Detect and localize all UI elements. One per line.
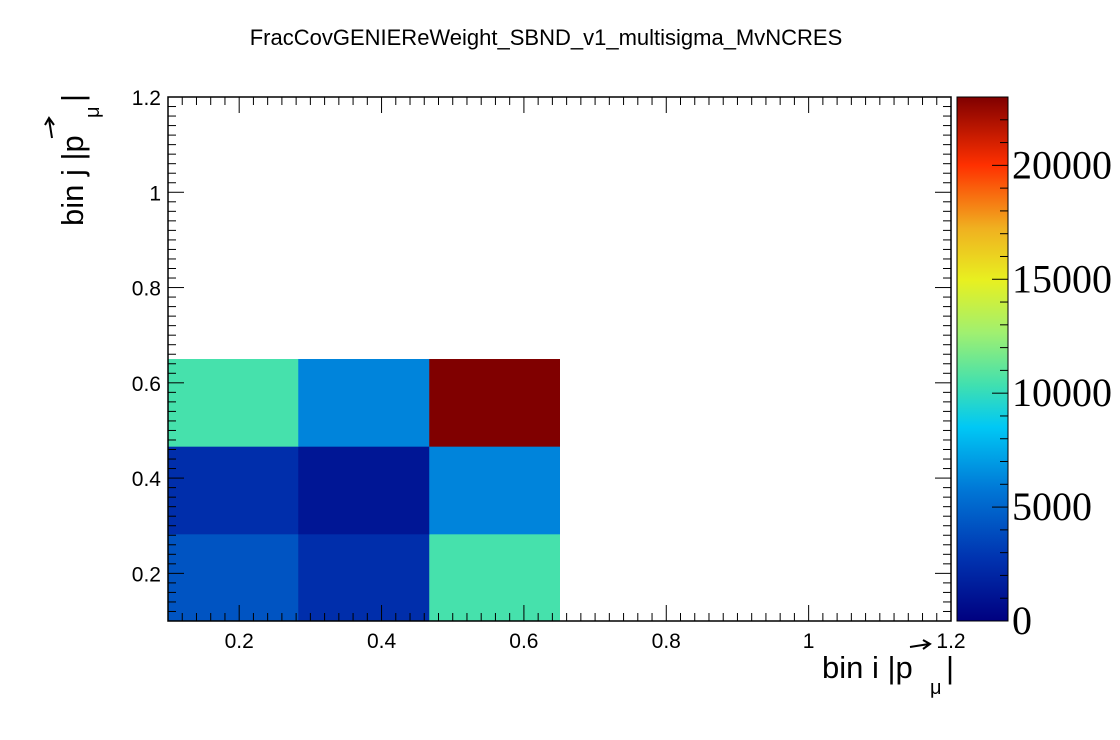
y-tick-label: 1: [149, 182, 161, 205]
x-axis-vector-arrow: [909, 639, 932, 650]
y-axis-title: bin j |p μ |: [44, 94, 104, 226]
x-axis-title-main: bin i |: [822, 650, 896, 685]
heatmap-cell-0-2: [168, 359, 299, 447]
x-axis-title-subscript: μ: [930, 677, 942, 699]
y-tick-label: 0.6: [132, 373, 161, 396]
heatmap-cell-1-1: [298, 446, 430, 535]
x-tick-label: 0.2: [225, 630, 254, 653]
color-palette-ticks: [992, 96, 1008, 622]
x-axis-tick-labels: 0.2 0.4 0.6 0.8 1 1.2: [225, 630, 966, 653]
heatmap-cell-0-1: [168, 446, 299, 535]
x-tick-label: 1: [803, 630, 815, 653]
palette-tick-label: 5000: [1012, 484, 1092, 529]
palette-tick-label: 20000: [1012, 142, 1112, 187]
plot-frame: [167, 96, 952, 622]
heatmap-cell-2-0: [429, 533, 560, 622]
svg-text:bin i |p: bin i |p: [822, 650, 913, 685]
color-palette-labels: 0 5000 10000 15000 20000: [1012, 142, 1112, 643]
heatmap-cell-1-0: [298, 533, 430, 622]
y-axis-title-vector: p: [55, 135, 90, 152]
x-axis-title: bin i |p μ |: [822, 639, 954, 699]
x-tick-label: 1.2: [936, 630, 965, 653]
heatmap-cell-2-2: [429, 359, 560, 447]
y-tick-label: 0.4: [132, 468, 162, 491]
axis-ticks: [167, 96, 952, 622]
color-palette-bar: [956, 96, 1009, 622]
palette-tick-label: 15000: [1012, 256, 1112, 301]
x-tick-label: 0.4: [367, 630, 397, 653]
x-axis-title-vector: p: [896, 650, 913, 685]
heatmap-cell-1-2: [298, 359, 430, 447]
palette-tick-label: 0: [1012, 598, 1032, 643]
heatmap-cell-0-0: [168, 533, 299, 622]
chart-title: FracCovGENIEReWeight_SBND_v1_multisigma_…: [250, 25, 843, 50]
y-axis-title-subscript: μ: [82, 106, 104, 118]
x-tick-label: 0.6: [509, 630, 538, 653]
y-tick-label: 1.2: [132, 87, 161, 110]
y-tick-label: 0.8: [132, 278, 161, 301]
svg-text:bin j |p: bin j |p: [55, 135, 90, 226]
heatmap-cell-2-1: [429, 446, 560, 535]
palette-tick-label: 10000: [1012, 370, 1112, 415]
y-axis-vector-arrow: [44, 116, 55, 139]
x-tick-label: 0.8: [652, 630, 681, 653]
y-tick-label: 0.2: [132, 563, 161, 586]
y-axis-tick-labels: 0.2 0.4 0.6 0.8 1 1.2: [132, 87, 162, 586]
y-axis-title-tail: |: [55, 94, 90, 102]
x-axis-title-tail: |: [946, 650, 954, 685]
y-axis-title-main: bin j |: [55, 152, 90, 226]
heatmap-cells: [168, 359, 560, 622]
